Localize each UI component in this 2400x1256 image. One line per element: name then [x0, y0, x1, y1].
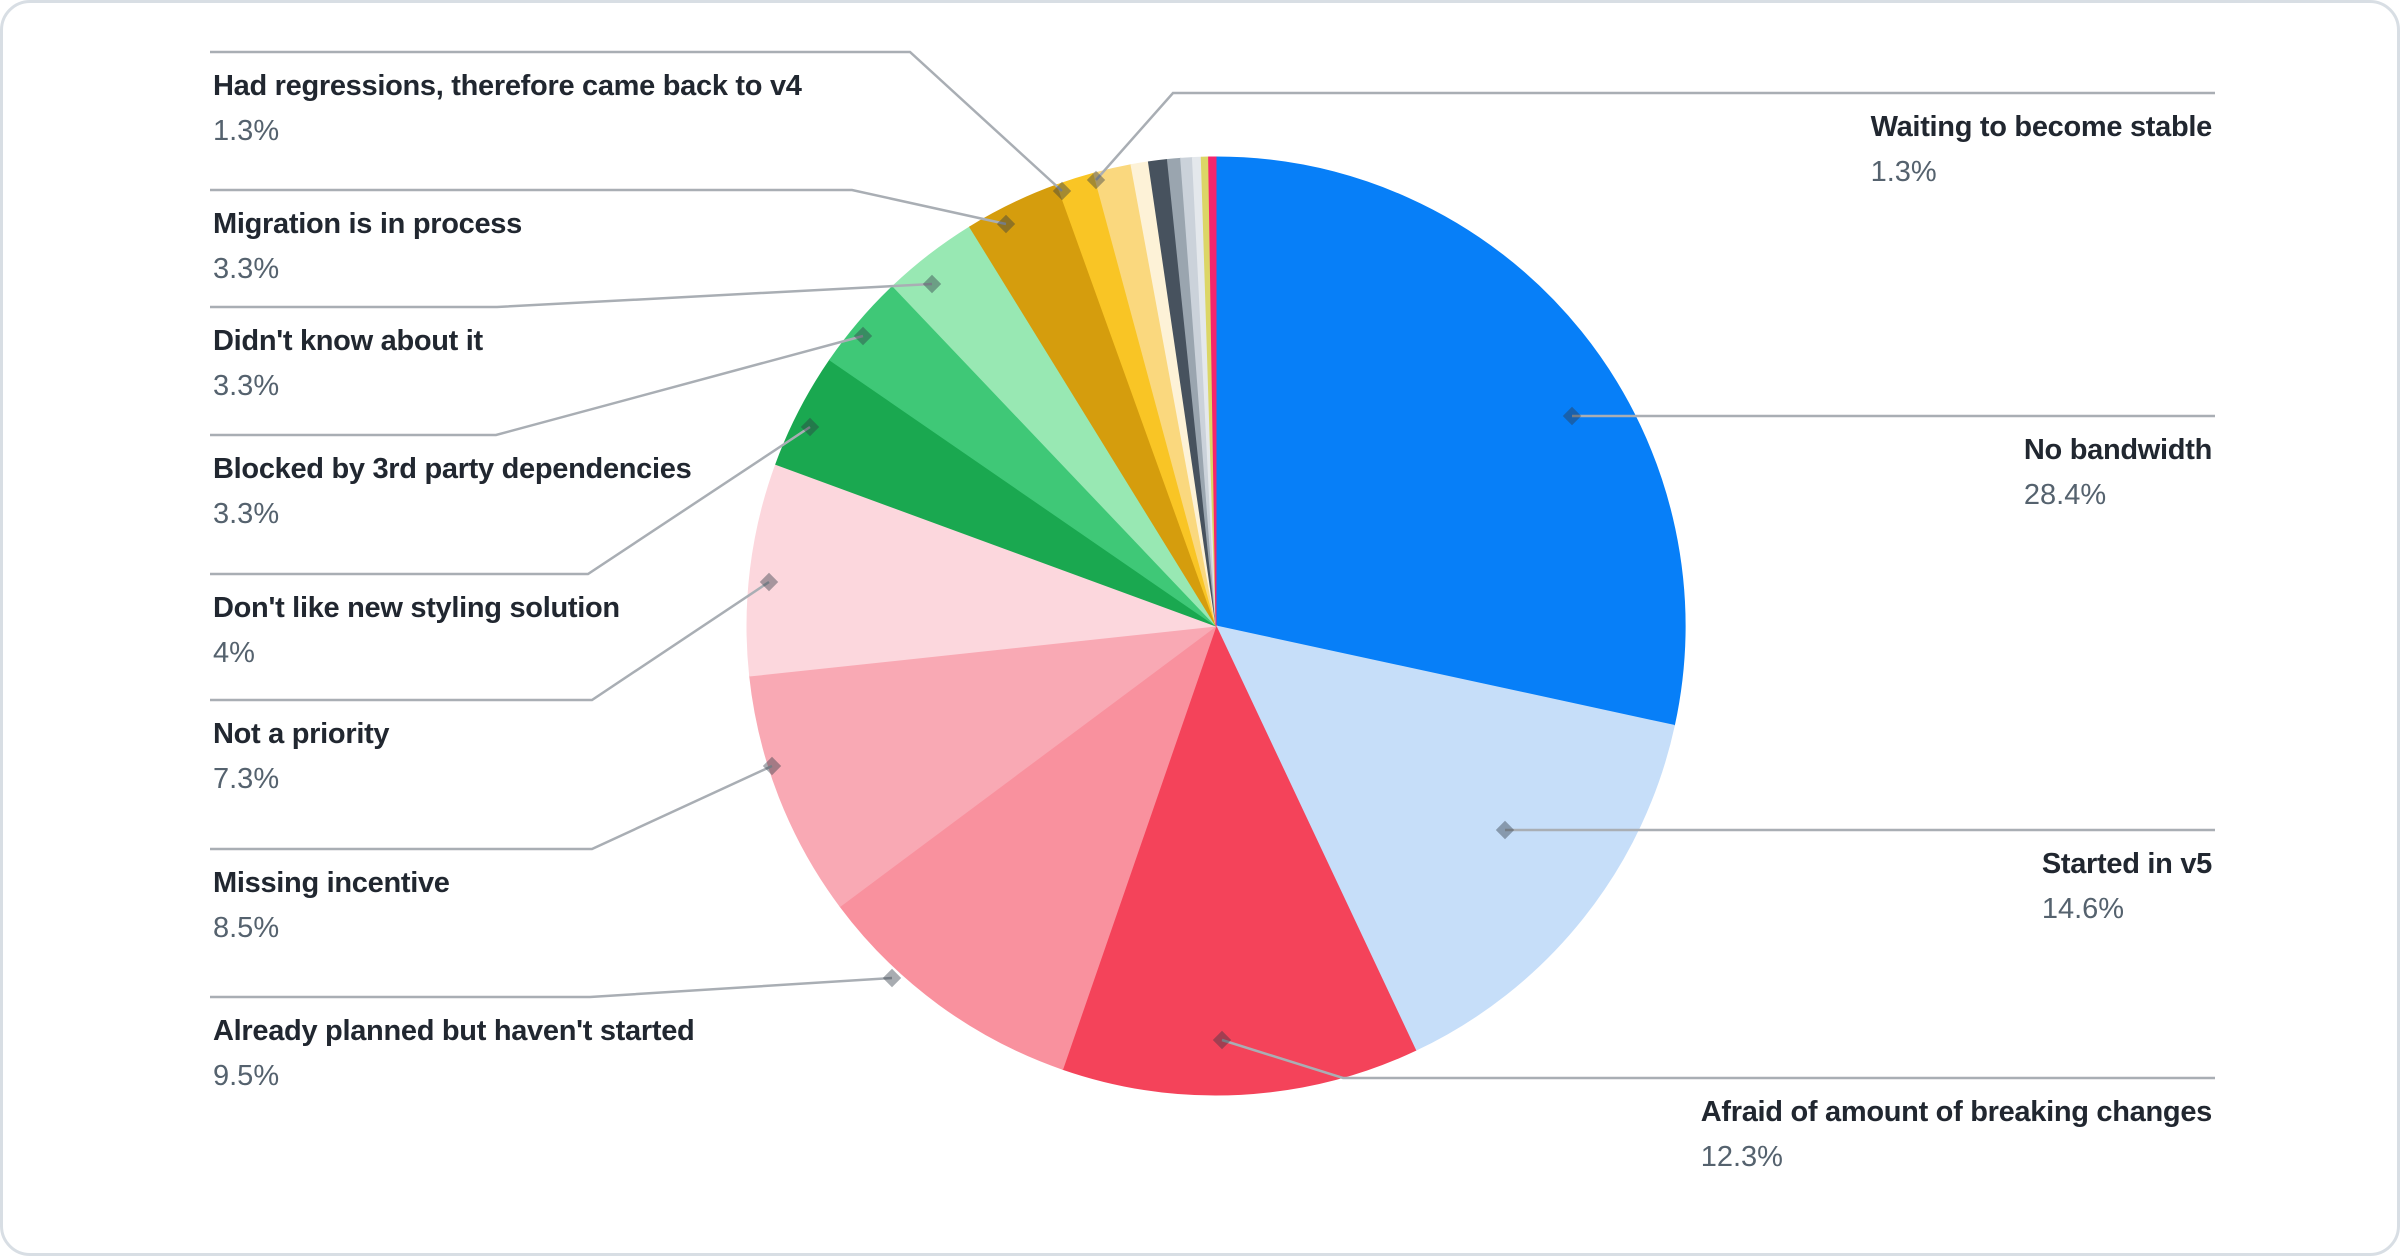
slice-no-bandwidth[interactable] — [1215, 156, 1686, 727]
marker-afraid-of-breaking-changes — [1212, 1030, 1232, 1050]
slice-already-planned[interactable] — [839, 624, 1218, 1070]
leader-line-dont-like-new-styling — [210, 425, 811, 576]
leader-line-had-regressions — [210, 50, 1063, 192]
marker-dont-like-new-styling — [800, 417, 820, 437]
callout-title: Didn't know about it — [213, 325, 483, 357]
callout-title: Blocked by 3rd party dependencies — [213, 453, 692, 485]
callout-didnt-know-about-it: Didn't know about it 3.3% — [213, 323, 483, 403]
marker-migration-in-process — [996, 214, 1016, 234]
callout-percent: 1.3% — [213, 115, 280, 147]
callout-started-in-v5: Started in v5 14.6% — [2042, 846, 2212, 926]
leader-line-didnt-know-about-it — [210, 282, 933, 309]
callout-percent: 1.3% — [1870, 156, 1937, 188]
callout-title: Had regressions, therefore came back to … — [213, 70, 802, 102]
leader-line-markers — [759, 170, 1582, 1050]
slice-other-7[interactable] — [1208, 156, 1217, 627]
callout-percent: 14.6% — [2041, 893, 2125, 925]
slice-started-in-v5[interactable] — [1215, 625, 1675, 1052]
callout-percent: 3.3% — [213, 253, 280, 285]
callout-not-a-priority: Not a priority 7.3% — [213, 716, 390, 796]
callout-migration-in-process: Migration is in process 3.3% — [213, 206, 522, 286]
pie-slices — [746, 156, 1686, 1096]
callout-percent: 12.3% — [1700, 1141, 1783, 1173]
marker-already-planned — [882, 968, 902, 988]
leader-line-afraid-of-breaking-changes — [1221, 1038, 2215, 1080]
callout-already-planned: Already planned but haven't started 9.5% — [213, 1013, 695, 1093]
callout-afraid-of-breaking-changes: Afraid of amount of breaking changes 12.3… — [1700, 1094, 2213, 1174]
leader-line-blocked-by-3rd-party — [210, 334, 864, 437]
callout-missing-incentive: Missing incentive 8.5% — [213, 865, 450, 945]
leader-line-not-a-priority — [210, 580, 770, 702]
callout-dont-like-new-styling: Don't like new styling solution 4% — [213, 590, 620, 670]
marker-missing-incentive — [762, 756, 782, 776]
callout-title: No bandwidth — [2023, 434, 2212, 466]
marker-not-a-priority — [759, 572, 779, 592]
slice-not-a-priority[interactable] — [746, 463, 1217, 677]
marker-no-bandwidth — [1562, 406, 1582, 426]
marker-had-regressions — [1052, 181, 1072, 201]
leader-line-waiting-to-become-stable — [1095, 91, 2215, 181]
callout-percent: 28.4% — [2023, 479, 2107, 511]
callout-title: Already planned but haven't started — [213, 1015, 695, 1047]
callout-title: Not a priority — [213, 718, 390, 750]
callout-title: Started in v5 — [2041, 848, 2212, 880]
slice-missing-incentive[interactable] — [749, 625, 1218, 908]
callout-percent: 4% — [213, 637, 255, 669]
callout-title: Afraid of amount of breaking changes — [1700, 1096, 2213, 1128]
marker-started-in-v5 — [1495, 820, 1515, 840]
leader-line-already-planned — [210, 976, 893, 999]
callout-percent: 9.5% — [213, 1060, 280, 1092]
callout-title: Waiting to become stable — [1870, 111, 2213, 143]
marker-waiting-to-become-stable — [1086, 170, 1106, 190]
leader-line-migration-in-process — [210, 188, 1007, 226]
callout-blocked-by-3rd-party: Blocked by 3rd party dependencies 3.3% — [213, 451, 692, 531]
callout-title: Missing incentive — [213, 867, 450, 899]
callout-percent: 3.3% — [213, 370, 280, 402]
callout-no-bandwidth: No bandwidth 28.4% — [2024, 432, 2212, 512]
callout-percent: 8.5% — [213, 912, 280, 944]
leader-lines — [210, 50, 2215, 1080]
slice-afraid-of-breaking-changes[interactable] — [1062, 624, 1417, 1096]
callout-title: Migration is in process — [213, 208, 522, 240]
callout-percent: 3.3% — [213, 498, 280, 530]
marker-didnt-know-about-it — [922, 274, 942, 294]
callout-waiting-to-become-stable: Waiting to become stable 1.3% — [1870, 109, 2213, 189]
callout-title: Don't like new styling solution — [213, 592, 620, 624]
marker-blocked-by-3rd-party — [853, 326, 873, 346]
leader-line-missing-incentive — [210, 764, 773, 851]
callout-percent: 7.3% — [213, 763, 280, 795]
callout-had-regressions: Had regressions, therefore came back to … — [213, 68, 802, 148]
